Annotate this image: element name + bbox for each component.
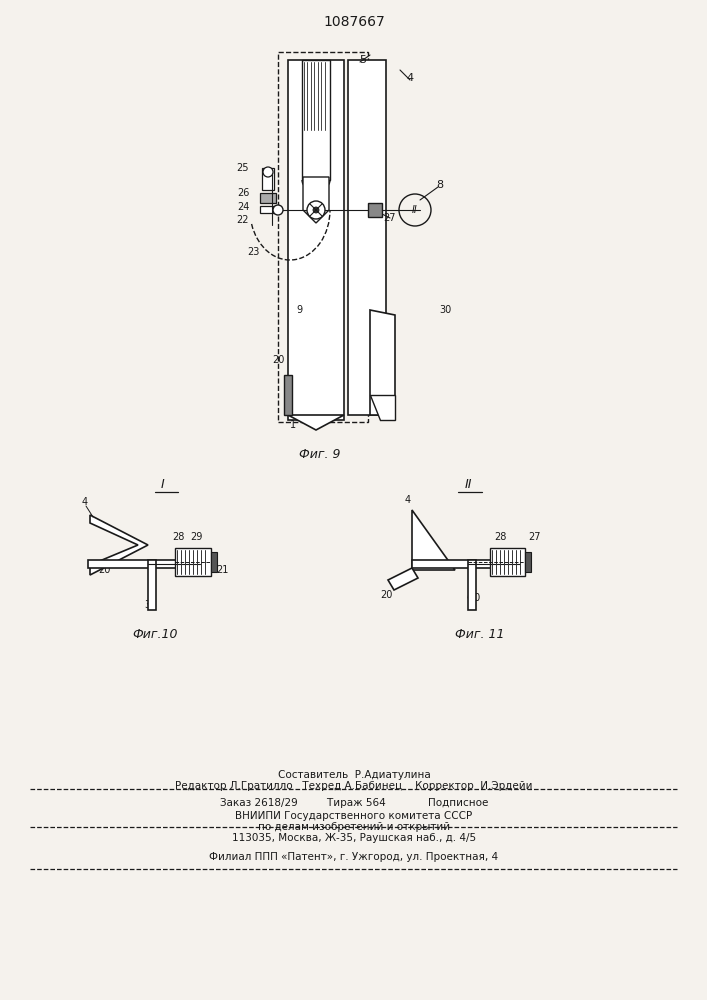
Bar [262, 168, 274, 190]
Text: II: II [412, 205, 418, 215]
Bar [260, 193, 276, 203]
Text: 1087667: 1087667 [323, 15, 385, 29]
Bar [175, 548, 211, 576]
Circle shape [307, 201, 325, 219]
Bar [265, 48, 425, 438]
Text: 22: 22 [237, 215, 250, 225]
Text: 23: 23 [247, 247, 259, 257]
Polygon shape [388, 568, 418, 590]
Text: по делам изобретений и открытий: по делам изобретений и открытий [258, 822, 450, 832]
Bar [302, 60, 330, 180]
Bar [211, 552, 217, 572]
Text: Фиг.10: Фиг.10 [132, 629, 177, 642]
Bar [260, 206, 276, 213]
Text: 5: 5 [359, 55, 366, 65]
Text: 26: 26 [237, 188, 249, 198]
Text: Фиг. 11: Фиг. 11 [455, 629, 505, 642]
Text: 25: 25 [237, 163, 250, 173]
Text: 4: 4 [407, 73, 414, 83]
Polygon shape [370, 395, 395, 420]
Bar [468, 560, 476, 610]
Bar [88, 560, 193, 568]
Text: 28: 28 [493, 532, 506, 542]
Bar [278, 52, 368, 422]
Text: 4: 4 [82, 497, 88, 507]
Text: 20: 20 [271, 355, 284, 365]
Text: 20: 20 [380, 590, 392, 600]
Bar [148, 560, 156, 610]
Bar [288, 60, 344, 420]
Text: 4: 4 [405, 495, 411, 505]
Text: 27: 27 [529, 532, 542, 542]
Text: 27: 27 [384, 213, 396, 223]
Text: 113035, Москва, Ж-35, Раушская наб., д. 4/5: 113035, Москва, Ж-35, Раушская наб., д. … [232, 833, 476, 843]
Text: 30: 30 [468, 593, 480, 603]
Text: 9: 9 [296, 305, 302, 315]
Bar [348, 60, 386, 415]
Text: Редактор Л.Гратилло   Техред А.Бабинец    Корректор  И.Эрдейи: Редактор Л.Гратилло Техред А.Бабинец Кор… [175, 781, 533, 791]
Text: Составитель  Р.Адиатулина: Составитель Р.Адиатулина [278, 770, 431, 780]
Text: 30: 30 [144, 600, 156, 610]
Text: 28: 28 [172, 532, 185, 542]
Text: 1: 1 [290, 420, 296, 430]
Text: II: II [464, 479, 472, 491]
Text: I: I [161, 479, 165, 491]
Text: Заказ 2618/29         Тираж 564             Подписное: Заказ 2618/29 Тираж 564 Подписное [220, 798, 489, 808]
Circle shape [313, 207, 319, 213]
Polygon shape [412, 510, 455, 570]
Text: 20: 20 [98, 565, 110, 575]
Bar [490, 548, 525, 576]
Text: 30: 30 [439, 305, 451, 315]
Polygon shape [303, 177, 329, 223]
Text: 8: 8 [436, 180, 443, 190]
Text: 29: 29 [189, 532, 202, 542]
Circle shape [263, 167, 273, 177]
Bar [412, 560, 512, 568]
Bar [525, 552, 531, 572]
Bar [284, 375, 292, 415]
Bar [368, 203, 382, 217]
Text: ВНИИПИ Государственного комитета СССР: ВНИИПИ Государственного комитета СССР [235, 811, 472, 821]
Polygon shape [90, 515, 148, 575]
Polygon shape [288, 415, 344, 430]
Text: Филиал ППП «Патент», г. Ужгород, ул. Проектная, 4: Филиал ППП «Патент», г. Ужгород, ул. Про… [209, 852, 498, 862]
Text: 24: 24 [237, 202, 249, 212]
Polygon shape [370, 310, 395, 415]
Text: Фиг. 9: Фиг. 9 [299, 448, 341, 462]
Circle shape [273, 205, 283, 215]
Text: 21: 21 [216, 565, 228, 575]
